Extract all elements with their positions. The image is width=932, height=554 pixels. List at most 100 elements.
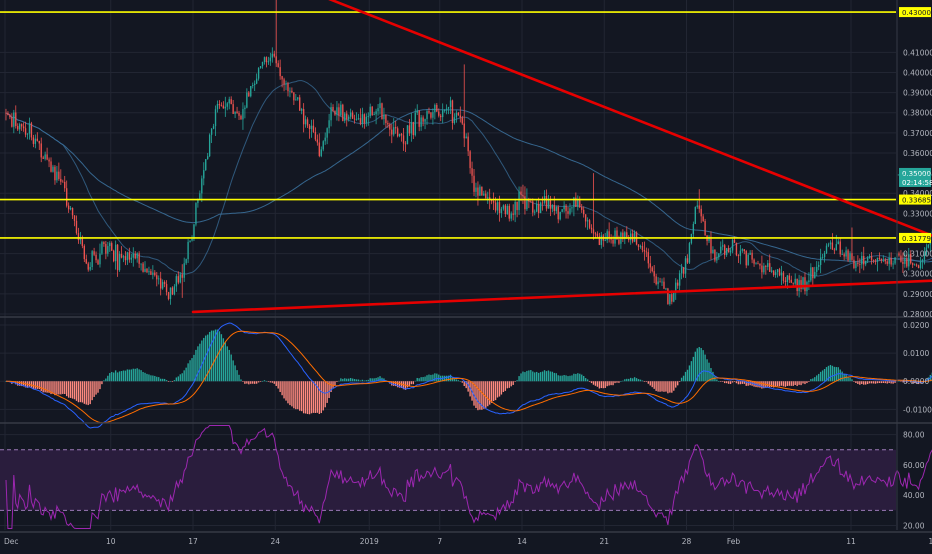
candle-body — [867, 258, 868, 261]
candle-body — [456, 113, 457, 117]
macd-histogram-bar — [234, 365, 235, 381]
candle-body — [176, 276, 177, 286]
candle-body — [661, 282, 662, 283]
last-price-countdown: 02:14:58 — [902, 179, 932, 187]
candle-body — [894, 257, 895, 263]
time-axis-label: 2019 — [360, 537, 379, 546]
macd-histogram-bar — [675, 381, 676, 387]
candle-body — [432, 112, 433, 118]
candle-body — [655, 276, 656, 284]
price-axis-label: 0.0000 — [903, 377, 929, 386]
macd-histogram-bar — [297, 381, 298, 409]
candle-body — [571, 207, 572, 208]
macd-histogram-bar — [657, 381, 658, 391]
candle-body — [728, 248, 729, 252]
candle-body — [323, 141, 324, 149]
macd-histogram-bar — [227, 346, 228, 381]
macd-histogram-bar — [268, 381, 269, 382]
macd-histogram-bar — [605, 381, 606, 388]
candle-body — [138, 253, 139, 263]
macd-histogram-bar — [278, 381, 279, 388]
price-axis-label: 80.00 — [903, 431, 925, 440]
candle-body — [771, 270, 772, 271]
candle-body — [834, 250, 835, 251]
macd-histogram-bar — [593, 381, 594, 384]
macd-histogram-bar — [415, 381, 416, 382]
candle-body — [887, 261, 888, 263]
macd-histogram-bar — [851, 379, 852, 381]
candle-body — [471, 168, 472, 176]
candle-body — [383, 115, 384, 120]
macd-histogram-bar — [581, 375, 582, 382]
candle — [560, 212, 561, 221]
macd-histogram-bar — [82, 381, 83, 402]
macd-histogram-bar — [364, 381, 365, 382]
candle-body — [403, 135, 404, 143]
candle-body — [920, 262, 921, 268]
candle-body — [791, 280, 792, 283]
macd-histogram-bar — [90, 381, 91, 404]
candle-body — [330, 107, 331, 120]
macd-histogram-bar — [342, 379, 343, 381]
candle-body — [356, 119, 357, 120]
macd-histogram-bar — [532, 371, 533, 381]
macd-histogram-bar — [105, 379, 106, 382]
candle-body — [219, 104, 220, 105]
macd-histogram-bar — [724, 381, 725, 383]
candle-body — [60, 179, 61, 182]
candle-body — [552, 205, 553, 209]
candle-body — [158, 278, 159, 279]
candle-body — [178, 276, 179, 282]
macd-histogram-bar — [91, 381, 92, 400]
macd-histogram-bar — [348, 379, 349, 382]
candle-body — [27, 134, 28, 135]
macd-histogram-bar — [563, 375, 564, 381]
candle-body — [687, 258, 688, 262]
candle-body — [262, 62, 263, 66]
candle-body — [227, 103, 228, 106]
candle — [669, 294, 670, 306]
macd-histogram-bar — [883, 381, 884, 383]
candle-body — [722, 245, 723, 246]
candle-body — [746, 251, 747, 265]
macd-histogram-bar — [663, 381, 664, 392]
candle-body — [712, 250, 713, 253]
candle — [736, 243, 737, 257]
candle-body — [446, 109, 447, 111]
candle-body — [76, 221, 77, 233]
macd-histogram-bar — [315, 381, 316, 413]
candle-body — [326, 128, 327, 137]
candle-body — [99, 254, 100, 265]
macd-histogram-bar — [313, 381, 314, 413]
macd-histogram-bar — [704, 355, 705, 382]
candle-body — [614, 230, 615, 243]
macd-histogram-bar — [642, 381, 643, 382]
macd-histogram-bar — [818, 374, 819, 381]
time-axis-label: 24 — [270, 537, 280, 546]
candle-body — [601, 235, 602, 245]
candle-body — [338, 107, 339, 115]
macd-histogram-bar — [270, 381, 271, 382]
macd-histogram-bar — [577, 373, 578, 381]
macd-histogram-bar — [180, 374, 181, 381]
time-axis-label: 11 — [846, 537, 856, 546]
candle-body — [550, 199, 551, 209]
candle-body — [86, 259, 87, 263]
macd-histogram-bar — [117, 372, 118, 381]
macd-histogram-bar — [54, 381, 55, 395]
candle-body — [111, 243, 112, 251]
candle-body — [826, 246, 827, 253]
macd-histogram-bar — [759, 381, 760, 387]
candle-body — [507, 206, 508, 214]
macd-histogram-bar — [691, 361, 692, 381]
candle-body — [276, 56, 277, 63]
candle-body — [117, 245, 118, 270]
macd-histogram-bar — [197, 346, 198, 381]
candle-body — [54, 167, 55, 181]
candle-body — [928, 245, 929, 248]
macd-histogram-bar — [875, 381, 876, 383]
candle-body — [397, 128, 398, 136]
macd-histogram-bar — [189, 360, 190, 381]
candle-body — [900, 256, 901, 262]
